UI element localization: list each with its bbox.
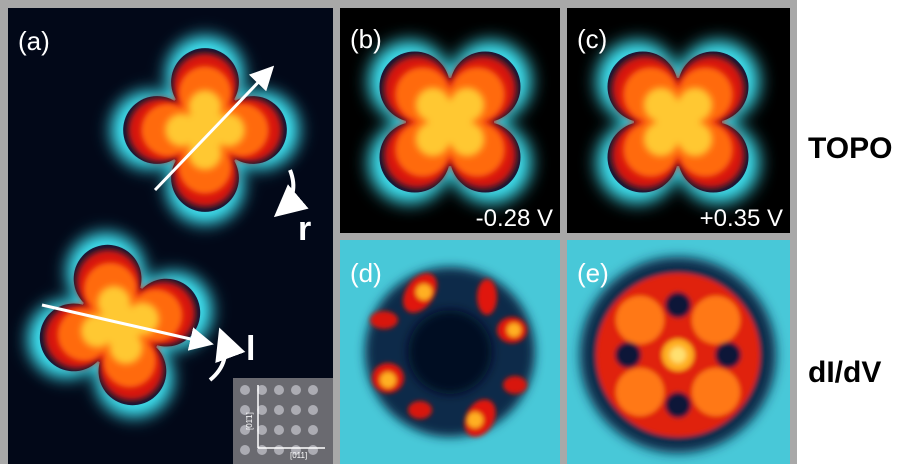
panel-label: (e) — [577, 258, 609, 288]
bias-label: +0.35 V — [700, 205, 783, 232]
dark-region — [408, 310, 492, 394]
panel-label: (b) — [350, 24, 382, 54]
inset-axis-label: [01̄1] — [245, 412, 254, 430]
figure: r l [011] [01̄1] (a) (b) -0.28 V (c) +0.… — [0, 0, 918, 464]
rotation-label: l — [246, 330, 255, 368]
panel-label: (a) — [18, 26, 50, 56]
row-label: TOPO — [808, 132, 892, 165]
row-label: dI/dV — [808, 356, 881, 389]
lobes — [580, 257, 776, 453]
rotation-label: r — [298, 210, 311, 248]
panel-label: (c) — [577, 24, 607, 54]
panel-label: (d) — [350, 258, 382, 288]
inset-axis-label: [011] — [290, 451, 307, 460]
bias-label: -0.28 V — [476, 205, 553, 232]
